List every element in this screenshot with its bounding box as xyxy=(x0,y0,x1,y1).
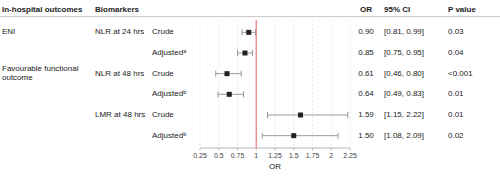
x-tick xyxy=(237,148,238,151)
p-value-label: 0.03 xyxy=(448,27,464,36)
or-value-label: 0.85 xyxy=(358,48,374,57)
or-marker xyxy=(291,133,296,138)
x-tick-label: 0.5 xyxy=(214,152,224,159)
grid-line xyxy=(275,20,276,148)
x-tick xyxy=(218,148,219,151)
x-tick xyxy=(293,148,294,151)
x-tick-label: 2.25 xyxy=(343,152,357,159)
ci-cap xyxy=(241,71,242,77)
ci-cap xyxy=(243,91,244,97)
x-tick-label: 1.75 xyxy=(306,152,320,159)
biomarker-label: NLR at 48 hrs xyxy=(95,69,144,78)
x-tick-label: 2 xyxy=(329,152,333,159)
column-header: In-hospital outcomes xyxy=(2,5,83,14)
or-value-label: 0.64 xyxy=(358,89,374,98)
model-type-label: Crude xyxy=(152,110,174,119)
or-marker xyxy=(227,92,232,97)
ci-cap xyxy=(338,133,339,139)
ci-label: [0.75, 0.95] xyxy=(384,48,424,57)
column-header: Biomarkers xyxy=(95,5,140,14)
forest-plot: In-hospital outcomes Biomarkers OR 95% CI P … xyxy=(0,0,500,181)
biomarker-label: NLR at 24 hrs xyxy=(95,27,144,36)
outcome-label: ENI xyxy=(2,27,15,36)
x-tick-label: 1 xyxy=(254,152,258,159)
ci-cap xyxy=(347,112,348,118)
grid-line xyxy=(256,20,257,148)
x-tick xyxy=(256,148,257,151)
outcome-label: Favourable functionaloutcome xyxy=(2,64,79,82)
plot-marks xyxy=(216,20,348,148)
ci-cap xyxy=(242,29,243,35)
text-line: Favourable functional xyxy=(2,64,79,73)
x-axis-label: OR xyxy=(269,162,281,171)
or-marker xyxy=(243,51,248,56)
grid-line xyxy=(237,20,238,148)
or-marker xyxy=(225,71,230,76)
ci-label: [0.49, 0.83] xyxy=(384,89,424,98)
grid-line xyxy=(200,20,201,148)
x-tick xyxy=(312,148,313,151)
p-value-label: 0.01 xyxy=(448,110,464,119)
grid-line xyxy=(293,20,294,148)
ci-line xyxy=(268,115,348,116)
p-value-label: 0.04 xyxy=(448,48,464,57)
or-marker xyxy=(298,113,303,118)
x-tick xyxy=(350,148,351,151)
ci-cap xyxy=(267,112,268,118)
x-tick xyxy=(200,148,201,151)
grid-line xyxy=(312,20,313,148)
ci-label: [0.46, 0.80] xyxy=(384,69,424,78)
or-value-label: 0.61 xyxy=(358,69,374,78)
ci-cap xyxy=(262,133,263,139)
biomarker-label: LMR at 48 hrs xyxy=(95,110,145,119)
or-value-label: 1.59 xyxy=(358,110,374,119)
or-value-label: 0.90 xyxy=(358,27,374,36)
model-type-label: Adjustedᵇ xyxy=(152,89,186,98)
reference-line xyxy=(256,20,257,148)
p-value-label: <0.001 xyxy=(448,69,473,78)
ci-cap xyxy=(237,50,238,56)
model-type-label: Crude xyxy=(152,69,174,78)
ci-label: [1.15, 2.22] xyxy=(384,110,424,119)
column-header: 95% CI xyxy=(384,5,410,14)
ci-cap xyxy=(255,29,256,35)
or-value-label: 1.50 xyxy=(358,131,374,140)
x-tick-label: 1.5 xyxy=(289,152,299,159)
or-marker xyxy=(246,30,251,35)
ci-cap xyxy=(215,71,216,77)
text-line: outcome xyxy=(2,73,33,82)
grid-line xyxy=(350,20,351,148)
ci-label: [0.81, 0.99] xyxy=(384,27,424,36)
x-tick-label: 0.25 xyxy=(193,152,207,159)
model-type-label: Adjustedᵃ xyxy=(152,48,187,57)
header-rule xyxy=(0,16,500,17)
ci-line xyxy=(262,135,338,136)
model-type-label: Crude xyxy=(152,27,174,36)
x-tick-label: 0.75 xyxy=(231,152,245,159)
ci-cap xyxy=(218,91,219,97)
grid-line xyxy=(331,20,332,148)
column-header: OR xyxy=(360,5,372,14)
p-value-label: 0.01 xyxy=(448,89,464,98)
ci-label: [1.08, 2.09] xyxy=(384,131,424,140)
model-type-label: Adjustedᵇ xyxy=(152,131,186,140)
x-tick xyxy=(331,148,332,151)
x-tick-label: 1.25 xyxy=(268,152,282,159)
column-header: P value xyxy=(448,5,476,14)
grid-line xyxy=(218,20,219,148)
x-tick xyxy=(275,148,276,151)
p-value-label: 0.02 xyxy=(448,131,464,140)
ci-cap xyxy=(252,50,253,56)
